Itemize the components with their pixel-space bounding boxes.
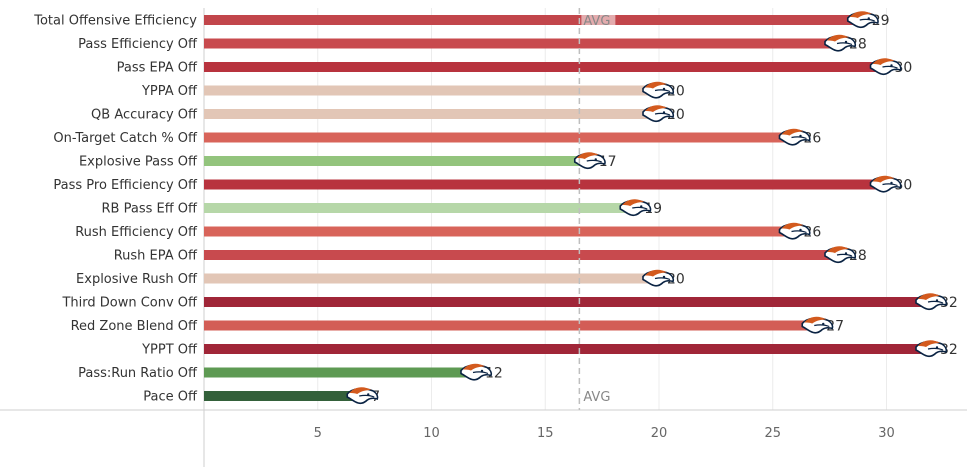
broncos-logo-icon (869, 58, 902, 76)
broncos-logo-icon (824, 246, 857, 264)
broncos-logo-icon (642, 81, 675, 99)
bar-8 (204, 203, 637, 213)
bar-6 (204, 156, 591, 166)
category-label: Explosive Pass Off (79, 155, 198, 170)
broncos-logo-icon (846, 11, 879, 29)
category-label: Red Zone Blend Off (71, 319, 198, 334)
broncos-logo-icon (869, 175, 902, 193)
category-label: Explosive Rush Off (76, 272, 198, 287)
category-label: Pace Off (143, 390, 198, 405)
category-label: Total Offensive Efficiency (33, 14, 197, 29)
category-label: YPPT Off (141, 343, 198, 358)
broncos-logo-icon (642, 269, 675, 287)
avg-label-background (581, 13, 616, 27)
bar-0 (204, 15, 864, 25)
category-label: Rush EPA Off (114, 249, 198, 264)
avg-label-top: AVG (583, 14, 610, 29)
category-label: Pass Pro Efficiency Off (53, 178, 198, 193)
avg-label-bottom: AVG (583, 390, 610, 405)
category-label: Third Down Conv Off (61, 296, 198, 311)
bar-14 (204, 344, 932, 354)
category-label: Pass Efficiency Off (78, 37, 198, 52)
bar-9 (204, 226, 796, 237)
category-label: Rush Efficiency Off (75, 225, 198, 240)
x-tick-label: 15 (537, 426, 554, 441)
category-label: Pass EPA Off (117, 61, 198, 76)
bar-11 (204, 273, 659, 284)
x-tick-label: 30 (878, 426, 895, 441)
category-label: RB Pass Eff Off (102, 202, 199, 217)
bar-4 (204, 109, 659, 119)
broncos-logo-icon (915, 340, 948, 358)
broncos-logo-icon (460, 363, 493, 381)
broncos-logo-icon (778, 222, 811, 240)
bar-12 (204, 297, 932, 307)
bar-13 (204, 320, 819, 331)
category-label: Pass:Run Ratio Off (78, 366, 198, 381)
broncos-logo-icon (801, 316, 834, 334)
category-label: On-Target Catch % Off (53, 131, 198, 146)
broncos-logo-icon (778, 128, 811, 146)
bar-10 (204, 250, 841, 260)
bar-5 (204, 132, 796, 143)
bar-2 (204, 62, 887, 72)
x-tick-label: 20 (651, 426, 668, 441)
broncos-logo-icon (619, 199, 652, 217)
bar-16 (204, 391, 364, 401)
broncos-logo-icon (642, 105, 675, 123)
x-tick-label: 25 (764, 426, 781, 441)
broncos-logo-icon (824, 34, 857, 52)
category-label: QB Accuracy Off (91, 108, 198, 123)
bar-15 (204, 367, 477, 378)
bar-3 (204, 85, 659, 96)
x-tick-label: 5 (314, 426, 322, 441)
broncos-logo-icon (573, 152, 606, 170)
bar-7 (204, 179, 887, 190)
category-label: YPPA Off (141, 84, 198, 99)
x-tick-label: 10 (423, 426, 440, 441)
broncos-logo-icon (346, 387, 379, 405)
broncos-logo-icon (915, 293, 948, 311)
bar-1 (204, 38, 841, 49)
